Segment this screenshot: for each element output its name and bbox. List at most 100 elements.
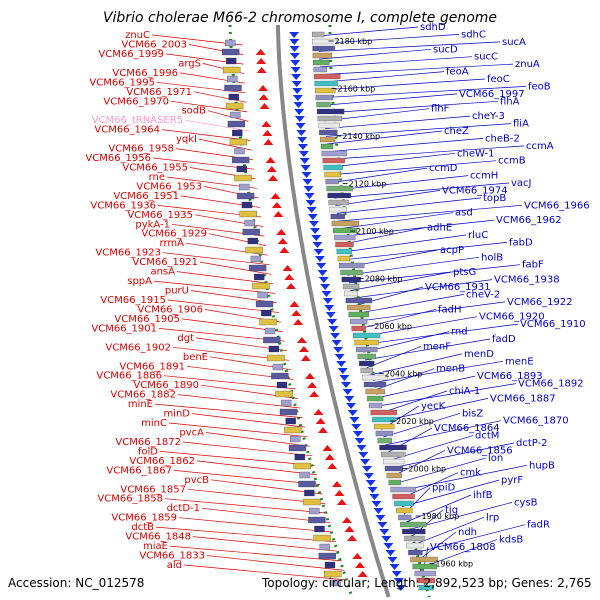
gene-label-left: miaE [143,541,168,552]
leader-line [183,564,348,581]
gene-block [239,210,257,218]
kbp-tick-label: 1960 kbp [435,560,473,569]
reverse-gene-arrow [317,270,328,276]
gene-label-right: sucD [433,44,458,55]
forward-gene-arrow [265,157,276,163]
gene-block [321,150,347,157]
leader-line [323,100,499,114]
gene-label-right: dctP-2 [516,438,548,449]
gene-block [281,399,292,407]
reverse-gene-arrow [300,165,311,171]
gene-block [344,290,358,297]
reverse-gene-arrow [391,571,402,577]
leader-line [325,115,471,129]
gene-block [313,534,331,542]
leader-line [176,271,274,285]
gene-block [315,87,336,94]
gene-block [416,577,435,584]
leader-line [383,412,461,438]
reverse-gene-arrow [296,130,307,136]
gene-label-right: ptsG [453,267,476,278]
leader-line [167,299,279,313]
gene-label-left: VCM66_1970 [103,96,169,107]
gene-label-left: VCM66_1872 [115,437,181,448]
gene-label-right: fadH [438,304,462,315]
forward-gene-arrow [266,166,277,172]
reverse-gene-arrow [381,536,392,542]
leader-line [161,129,251,141]
gene-block [402,528,426,535]
gene-block [222,48,240,56]
leader-line [332,167,428,183]
gene-label-right: menB [436,364,465,375]
gene-block [314,73,341,80]
gene-block [328,199,349,206]
leader-line [351,279,493,299]
leader-line [341,227,426,245]
gene-block [236,165,247,173]
gene-block [359,360,375,367]
reverse-gene-arrow [314,256,325,262]
gene-block [272,363,284,371]
gene-label-right: VCM66_1997 [459,89,525,100]
gene-block [406,542,424,549]
gene-block [325,178,339,185]
gene-block [261,309,272,317]
leader-line [406,494,472,523]
gene-block [317,115,342,122]
gene-block [339,262,365,269]
leader-line [336,197,482,214]
gene-label-left: VCM66_1857 [120,484,186,495]
forward-gene-arrow [261,121,272,127]
reverse-gene-arrow [292,95,303,101]
gene-block [357,353,376,360]
leader-line [154,403,303,418]
reverse-gene-arrow [377,522,388,528]
gene-block [370,409,397,416]
reverse-gene-arrow [346,403,357,409]
gene-label-left: VCM66_2003 [121,40,187,51]
gene-label-left: yqkI [176,134,197,145]
gene-block [342,283,360,290]
leader-line [356,301,506,322]
kbp-tick-label: 2000 kbp [408,465,446,474]
gene-label-left: benE [183,352,208,363]
leader-line [210,479,323,495]
kbp-tick-label: 2040 kbp [385,370,423,379]
leader-line [417,531,457,561]
leader-line [395,457,487,484]
leader-line [373,375,476,399]
gene-block [224,84,242,92]
gene-block [323,164,343,171]
leader-line [348,264,521,284]
gene-label-right: ppiD [432,483,455,494]
gene-label-right: feoA [446,67,469,78]
gene-label-right: VCM66_1893 [477,371,543,382]
gene-label-right: cheV-2 [466,289,500,300]
kbp-ticks: 2180 kbp 2160 kbp 2140 kbp 2120 kbp 2100 kbp… [328,37,473,569]
leader-line [205,432,310,447]
gene-label-left: VCM66_1906 [137,305,203,316]
gene-block [285,417,296,425]
leader-line [339,212,454,230]
gene-label-right: VCM66_1922 [507,297,573,308]
forward-gene-arrow [284,274,295,280]
forward-gene-arrow [352,553,363,559]
gene-label-right: ccmA [526,141,554,152]
leader-line [193,91,247,103]
reverse-gene-arrow [312,242,323,248]
gene-label-right: vacJ [511,178,532,189]
gene-label-left: dctB [131,522,154,533]
gene-label-right: sdhC [461,29,486,40]
gene-block [412,563,437,570]
gene-label-left: VCM66_1964 [94,125,160,136]
gene-label-right: kdsB [499,535,523,546]
gene-block [279,408,298,416]
gene-label-left: VCM66_1929 [141,229,207,240]
gene-block [276,381,288,389]
gene-block [319,543,330,551]
gene-block [316,101,331,108]
forward-gene-arrow [304,373,315,379]
gene-label-right: znuA [515,59,540,70]
